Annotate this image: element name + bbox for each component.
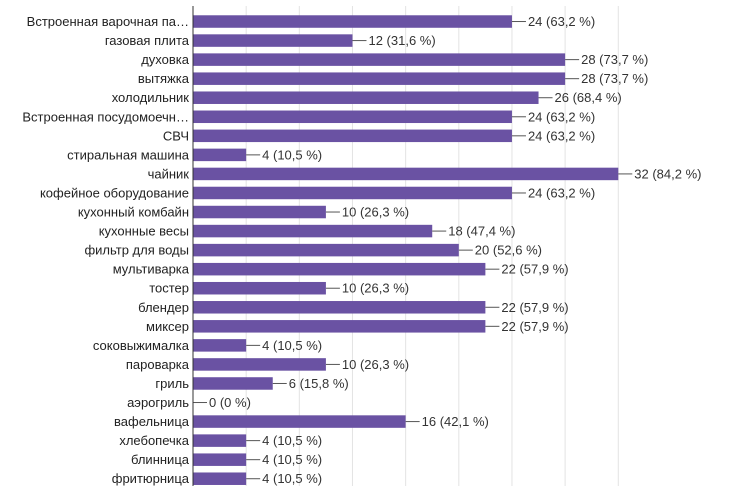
data-label: 24 (63,2 %): [528, 128, 595, 143]
bar: [193, 129, 512, 143]
data-label: 10 (26,3 %): [342, 205, 409, 220]
category-tick-label: холодильник: [112, 90, 190, 105]
data-label: 20 (52,6 %): [475, 243, 542, 258]
category-tick-label: хлебопечка: [119, 433, 189, 448]
bar: [193, 339, 247, 352]
data-label: 10 (26,3 %): [342, 357, 409, 372]
bar: [193, 453, 247, 466]
bar: [193, 320, 486, 333]
category-tick-label: Встроенная варочная па…: [27, 14, 189, 29]
data-label: 22 (57,9 %): [501, 300, 568, 315]
data-label: 4 (10,5 %): [262, 147, 322, 162]
bar: [193, 472, 247, 485]
bar: [193, 281, 326, 295]
bar: [193, 377, 273, 390]
category-tick-label: фритюрница: [112, 471, 190, 486]
bar: [193, 205, 326, 219]
bar: [193, 91, 539, 104]
category-tick-labels: Встроенная варочная па… газовая плита духо…: [22, 14, 189, 486]
data-label: 22 (57,9 %): [501, 319, 568, 334]
data-label: 0 (0 %): [209, 395, 251, 410]
label-leaders: [193, 21, 633, 480]
category-tick-label: кофейное оборудование: [40, 185, 189, 200]
category-tick-label: фильтр для воды: [84, 243, 189, 258]
data-label: 26 (68,4 %): [555, 90, 622, 105]
bar: [193, 72, 566, 85]
bar: [193, 434, 247, 447]
category-tick-label: СВЧ: [163, 128, 189, 143]
bar: [193, 186, 512, 200]
data-label: 4 (10,5 %): [262, 338, 322, 353]
data-label: 24 (63,2 %): [528, 14, 595, 29]
bar: [193, 262, 486, 276]
data-label: 24 (63,2 %): [528, 185, 595, 200]
data-label: 28 (73,7 %): [581, 52, 648, 67]
category-tick-label: гриль: [155, 376, 189, 391]
category-tick-label: чайник: [148, 166, 190, 181]
category-tick-label: блендер: [138, 300, 189, 315]
category-tick-label: Встроенная посудомоечн…: [22, 109, 189, 124]
bar: [193, 15, 512, 28]
category-tick-label: кухонные весы: [99, 224, 189, 239]
bar: [193, 224, 433, 238]
category-tick-label: кухонный комбайн: [78, 205, 189, 220]
category-tick-label: аэрогриль: [127, 395, 189, 410]
data-label: 28 (73,7 %): [581, 71, 648, 86]
category-tick-label: газовая плита: [105, 33, 190, 48]
category-tick-label: вытяжка: [138, 71, 190, 86]
bars: [193, 15, 619, 485]
data-label: 4 (10,5 %): [262, 433, 322, 448]
data-label: 10 (26,3 %): [342, 281, 409, 296]
category-tick-label: миксер: [146, 319, 189, 334]
bar: [193, 415, 406, 428]
category-tick-label: блинница: [131, 452, 190, 467]
data-label: 32 (84,2 %): [634, 166, 701, 181]
data-label: 12 (31,6 %): [368, 33, 435, 48]
data-label: 22 (57,9 %): [501, 262, 568, 277]
bar: [193, 53, 566, 66]
category-tick-label: соковыжималка: [93, 338, 190, 353]
data-label: 24 (63,2 %): [528, 109, 595, 124]
category-tick-label: пароварка: [126, 357, 190, 372]
bar: [193, 34, 353, 47]
data-labels: 24 (63,2 %) 12 (31,6 %) 28 (73,7 %) 28 (73,…: [209, 14, 701, 486]
bar: [193, 110, 512, 124]
bar: [193, 148, 247, 162]
category-tick-label: тостер: [149, 281, 189, 296]
data-label: 6 (15,8 %): [289, 376, 349, 391]
data-label: 4 (10,5 %): [262, 452, 322, 467]
category-tick-label: вафельница: [114, 414, 190, 429]
category-tick-label: духовка: [141, 52, 190, 67]
category-tick-label: стиральная машина: [67, 147, 190, 162]
data-label: 4 (10,5 %): [262, 471, 322, 486]
category-tick-label: мультиварка: [113, 262, 190, 277]
bar: [193, 167, 619, 181]
data-label: 18 (47,4 %): [448, 224, 515, 239]
bar: [193, 358, 326, 371]
bar: [193, 301, 486, 314]
bar: [193, 243, 459, 257]
data-label: 16 (42,1 %): [422, 414, 489, 429]
